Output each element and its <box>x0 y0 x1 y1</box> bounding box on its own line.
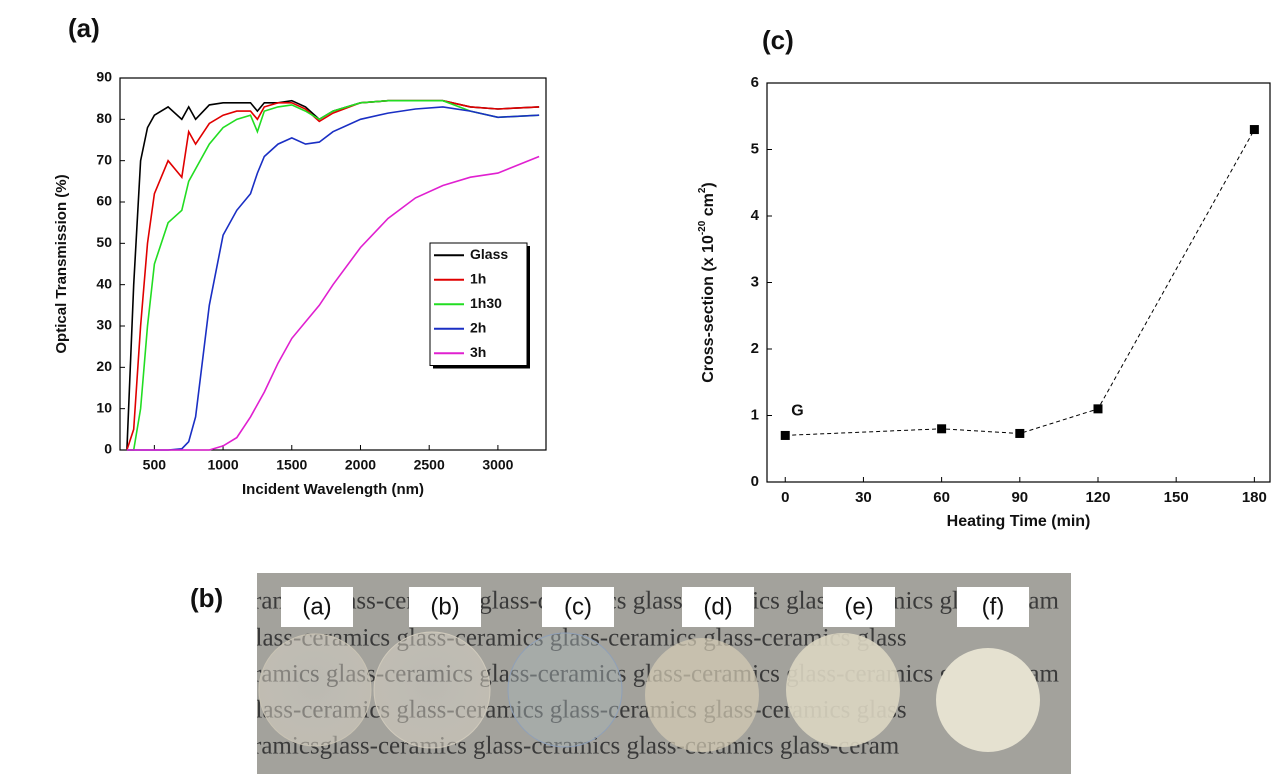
plot-frame <box>766 82 1271 483</box>
data-point <box>937 424 947 434</box>
photo: ramics glass-ceramics glass-ceramics gla… <box>243 573 1071 774</box>
x-tick-label: 120 <box>1085 489 1110 506</box>
sample-label: (e) <box>844 593 873 620</box>
label-superscript: 2 <box>697 187 708 193</box>
y-tick-label: 30 <box>96 317 112 333</box>
sample-disc <box>373 631 491 749</box>
sample-label: (a) <box>302 593 331 620</box>
sample-labels: (a) (b) (c) (d) (e) (f) <box>281 587 1029 627</box>
x-tick-label: 1000 <box>207 457 238 473</box>
x-tick-label: 150 <box>1164 489 1189 506</box>
photo-text: ramicsglass-ceramics glass-ceramics glas… <box>253 733 900 760</box>
sample-disc <box>786 633 900 747</box>
sample-label-box <box>281 587 353 627</box>
legend-label: 1h30 <box>470 295 502 311</box>
panel-label: (c) <box>762 25 794 55</box>
x-tick-label: 2000 <box>345 457 376 473</box>
legend-label: 3h <box>470 344 486 360</box>
x-axis-label: Heating Time (min) <box>947 513 1091 530</box>
x-tick-label: 3000 <box>482 457 513 473</box>
sample-label: (d) <box>703 593 732 620</box>
sample-disc <box>258 633 372 747</box>
y-tick-label: 50 <box>96 234 112 250</box>
sample-label-box <box>957 587 1029 627</box>
sample-label: (c) <box>564 593 592 620</box>
y-tick-label: 6 <box>751 74 759 91</box>
series-line <box>785 129 1255 436</box>
sample-label: (b) <box>430 593 459 620</box>
sample-disc <box>507 632 623 748</box>
x-tick-label: 60 <box>933 489 950 506</box>
y-tick-label: 80 <box>96 110 112 126</box>
y-tick-label: 0 <box>751 473 759 490</box>
series-line <box>126 155 540 451</box>
y-tick-label: 10 <box>96 399 112 415</box>
label-superscript: -20 <box>697 220 708 235</box>
panel-label: (a) <box>68 13 100 43</box>
sample-disc <box>645 638 759 752</box>
y-tick-label: 2 <box>751 340 759 357</box>
series-line <box>126 99 540 451</box>
data-point <box>780 430 790 440</box>
y-axis-label: Optical Transmission (%) <box>53 174 70 353</box>
data-point <box>1093 404 1103 414</box>
y-tick-label: 60 <box>96 193 112 209</box>
x-axis-label: Incident Wavelength (nm) <box>242 481 424 498</box>
label-part: cm <box>700 193 717 221</box>
label-part: Cross-section (x 10 <box>700 235 717 383</box>
panel-label: (b) <box>190 583 223 613</box>
y-tick-label: 3 <box>751 273 759 290</box>
y-tick-label: 0 <box>104 441 112 457</box>
legend-label: 1h <box>470 270 486 286</box>
x-tick-label: 0 <box>781 489 789 506</box>
photo-text: ramics glass-ceramics glass-ceramics gla… <box>253 588 1059 615</box>
data-point <box>1015 428 1025 438</box>
y-tick-label: 4 <box>751 207 760 224</box>
x-tick-label: 1500 <box>276 457 307 473</box>
label-part: ) <box>700 182 717 187</box>
x-tick-label: 500 <box>143 457 167 473</box>
photo-text: glass-ceramics glass-ceramics glass-cera… <box>243 625 907 652</box>
y-tick-label: 5 <box>751 140 759 157</box>
x-tick-label: 180 <box>1242 489 1267 506</box>
x-tick-label: 2500 <box>414 457 445 473</box>
x-tick-label: 30 <box>855 489 872 506</box>
plot-frame <box>119 77 547 451</box>
y-tick-label: 40 <box>96 275 112 291</box>
x-tick-label: 90 <box>1011 489 1028 506</box>
sample-label-box <box>542 587 614 627</box>
sample-disc <box>936 648 1040 752</box>
y-tick-label: 1 <box>751 406 759 423</box>
annotation: G <box>791 403 803 420</box>
legend-label: 2h <box>470 319 486 335</box>
sample-label-box <box>682 587 754 627</box>
sample-label-box <box>823 587 895 627</box>
data-point <box>1249 125 1259 135</box>
y-axis-label: Cross-section (x 10-20 cm2) <box>697 182 718 383</box>
y-tick-label: 70 <box>96 151 112 167</box>
legend-label: Glass <box>470 246 508 262</box>
y-tick-label: 90 <box>96 69 112 85</box>
y-tick-label: 20 <box>96 358 112 374</box>
sample-label-box <box>409 587 481 627</box>
sample-label: (f) <box>982 593 1005 620</box>
